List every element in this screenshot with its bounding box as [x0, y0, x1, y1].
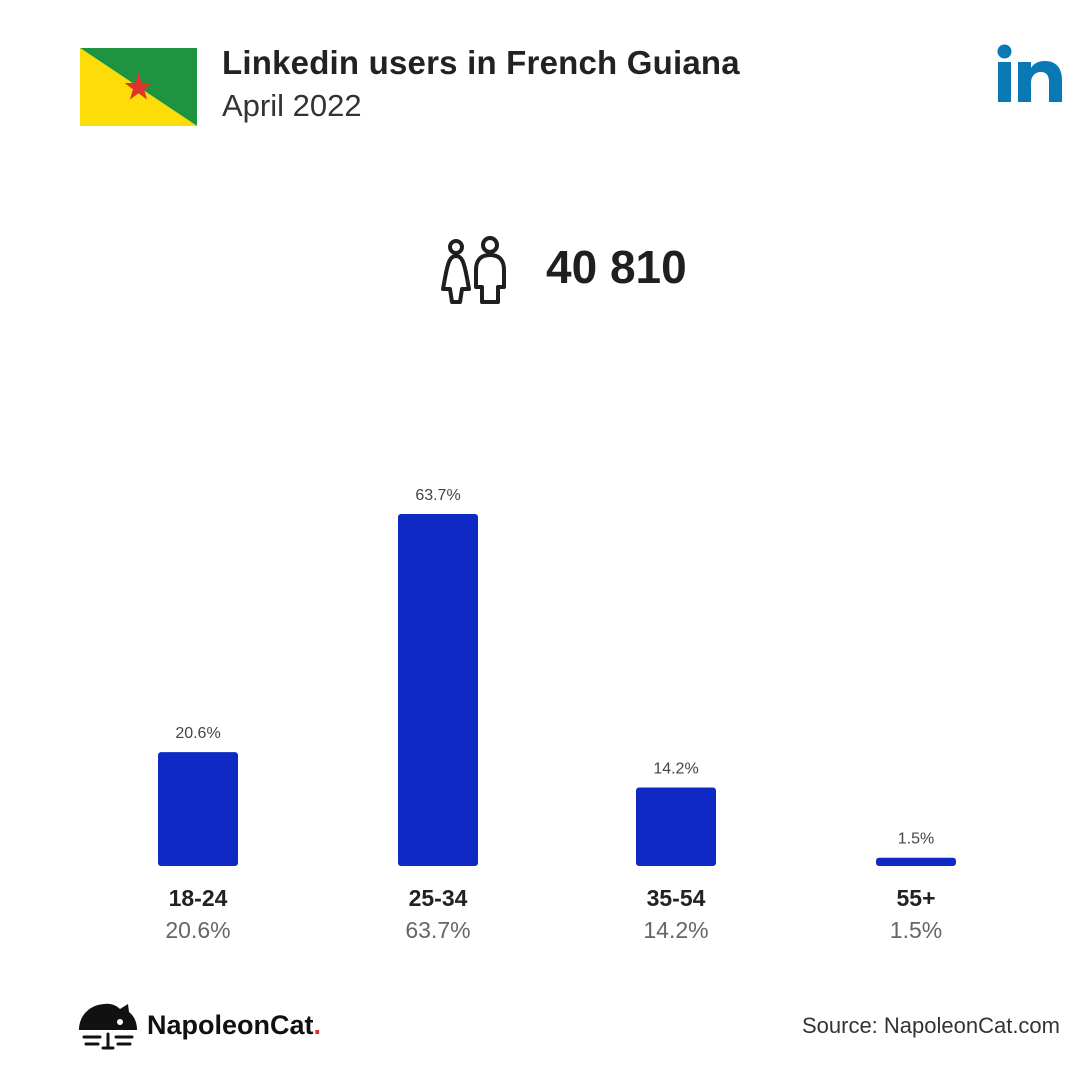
bar-18-24 — [158, 752, 238, 866]
category-percent-label: 14.2% — [643, 917, 708, 943]
bar-value-label: 14.2% — [653, 761, 698, 778]
category-label: 25-34 — [409, 885, 468, 911]
bar-55+ — [876, 857, 956, 866]
napoleoncat-logo-icon — [79, 1003, 137, 1050]
bar-value-label: 63.7% — [415, 487, 460, 504]
brand-name: NapoleonCat — [147, 1010, 314, 1040]
category-percent-label: 1.5% — [890, 917, 942, 943]
category-label: 35-54 — [647, 885, 706, 911]
napoleoncat-brand: NapoleonCat. — [147, 1010, 321, 1041]
bar-25-34 — [398, 514, 478, 866]
brand-dot: . — [313, 1010, 322, 1040]
linkedin-logo-icon — [997, 44, 1062, 102]
category-label: 18-24 — [169, 885, 228, 911]
bar-35-54 — [636, 787, 716, 866]
bar-value-label: 20.6% — [175, 725, 220, 742]
source-credit: Source: NapoleonCat.com — [801, 1013, 1060, 1038]
category-percent-label: 63.7% — [405, 917, 470, 943]
total-users-value: 40 810 — [546, 241, 687, 293]
bar-value-label: 1.5% — [898, 831, 934, 848]
page-title: Linkedin users in French Guiana — [222, 44, 740, 81]
category-percent-label: 20.6% — [165, 917, 230, 943]
category-label: 55+ — [896, 885, 935, 911]
users-icon — [441, 236, 506, 304]
page-subtitle: April 2022 — [222, 88, 362, 123]
flag-french-guiana-icon — [80, 48, 197, 126]
